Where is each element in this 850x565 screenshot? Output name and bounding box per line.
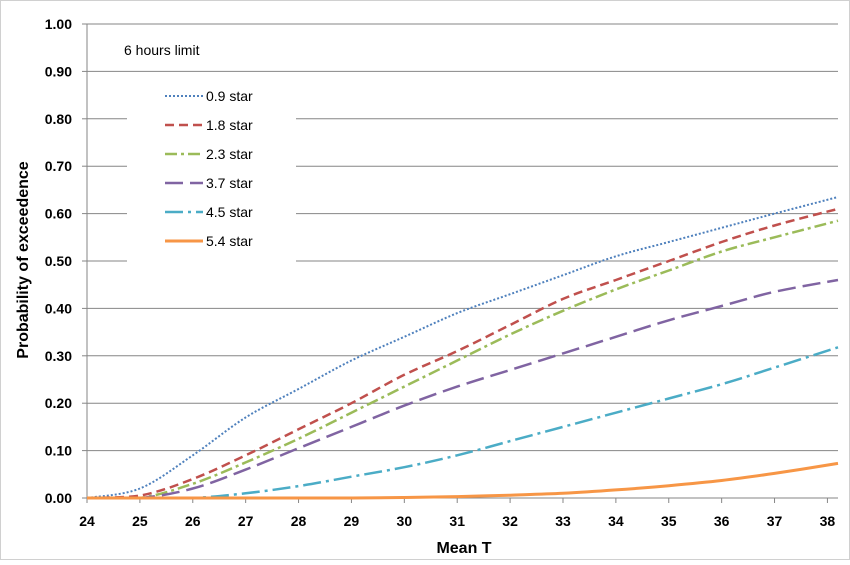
x-tick-label: 32: [502, 513, 518, 529]
x-tick-label: 33: [555, 513, 571, 529]
x-tick-label: 30: [397, 513, 413, 529]
axes: 0.00 0.10 0.20 0.30 0.40 0.50 0.60 0.70 0.80 0.90…: [45, 16, 838, 529]
y-tick-label: 0.40: [45, 300, 72, 316]
y-tick-label: 0.00: [45, 490, 72, 506]
x-tick-label: 31: [449, 513, 465, 529]
x-tick-label: 25: [132, 513, 148, 529]
x-tick-label: 29: [344, 513, 360, 529]
y-tick-label: 0.70: [45, 158, 72, 174]
legend-label: 0.9 star: [206, 88, 253, 104]
x-tick-label: 36: [714, 513, 730, 529]
y-tick-label: 0.60: [45, 206, 72, 222]
legend-label: 4.5 star: [206, 204, 253, 220]
x-tick-label: 24: [79, 513, 95, 529]
legend-label: 2.3 star: [206, 146, 253, 162]
series-line-2: [86, 207, 839, 500]
legend-label: 3.7 star: [206, 175, 253, 191]
legend-label: 1.8 star: [206, 117, 253, 133]
y-tick-label: 0.50: [45, 253, 72, 269]
x-tick-label: 37: [767, 513, 783, 529]
y-tick-label: 0.20: [45, 395, 72, 411]
x-tick-label: 28: [291, 513, 307, 529]
series-line-4: [87, 278, 839, 500]
legend: 0.9 star 1.8 star 2.3 star 3.7 star 4.5 star…: [165, 88, 253, 249]
y-tick-label: 0.30: [45, 348, 72, 364]
series-group: [86, 196, 839, 500]
series-line-3: [87, 219, 839, 500]
gridlines: [87, 23, 838, 452]
x-tick-label: 38: [820, 513, 836, 529]
x-tick-label: 26: [185, 513, 201, 529]
x-tick-label: 35: [661, 513, 677, 529]
x-tick-label: 34: [608, 513, 624, 529]
series-line-1: [86, 196, 839, 499]
x-tick-label: 27: [238, 513, 254, 529]
x-axis-title: Mean T: [436, 540, 491, 557]
legend-label: 5.4 star: [206, 233, 253, 249]
y-tick-label: 0.10: [45, 443, 72, 459]
y-tick-label: 0.90: [45, 63, 72, 79]
series-line-6: [87, 461, 839, 500]
y-tick-label: 0.80: [45, 111, 72, 127]
series-line-5: [87, 346, 839, 500]
annotation-label: 6 hours limit: [124, 42, 200, 58]
y-axis-title: Probability of exceedence: [15, 161, 32, 359]
y-tick-label: 1.00: [45, 16, 72, 32]
